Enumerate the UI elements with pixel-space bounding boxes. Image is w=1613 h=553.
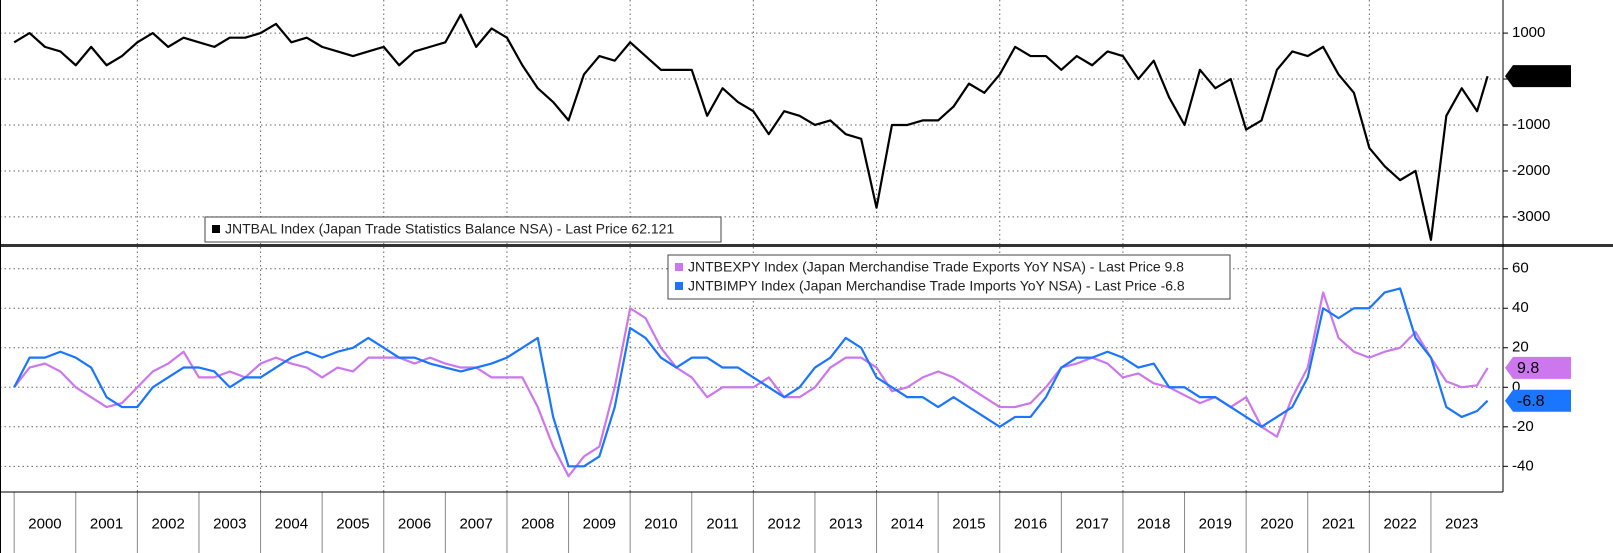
y-tick-label: -2000 (1512, 162, 1550, 179)
x-tick-label: 2003 (213, 515, 246, 532)
x-tick-label: 2002 (151, 515, 184, 532)
x-tick-label: 2000 (28, 515, 61, 532)
y-tick-label: 20 (1512, 339, 1529, 356)
x-tick-label: 2007 (459, 515, 492, 532)
price-tag (1505, 356, 1571, 379)
x-tick-label: 2013 (829, 515, 862, 532)
y-tick-label: -20 (1512, 418, 1534, 435)
y-tick-label: 40 (1512, 299, 1529, 316)
x-tick-label: 2021 (1322, 515, 1355, 532)
y-tick-label: 1000 (1512, 24, 1545, 41)
x-tick-label: 2014 (891, 515, 924, 532)
legend-swatch (675, 263, 683, 271)
data-line (13, 291, 1489, 478)
x-tick-label: 2017 (1075, 515, 1108, 532)
price-tag (1505, 389, 1571, 412)
x-tick-label: 2015 (952, 515, 985, 532)
legend-swatch (212, 225, 220, 233)
price-tag-label: 62.121 (1517, 68, 1566, 85)
x-tick-label: 2009 (583, 515, 616, 532)
y-tick-label: -40 (1512, 457, 1534, 474)
x-tick-label: 2018 (1137, 515, 1170, 532)
x-tick-label: 2010 (644, 515, 677, 532)
data-line (13, 13, 1489, 241)
legend-box (204, 216, 722, 243)
price-tag (1505, 65, 1571, 88)
x-tick-label: 2020 (1260, 515, 1293, 532)
x-tick-label: 2023 (1445, 515, 1478, 532)
legend-label: JNTBIMPY Index (Japan Merchandise Trade … (688, 278, 1185, 294)
x-tick-label: 2004 (275, 515, 308, 532)
x-tick-label: 2001 (90, 515, 123, 532)
legend-swatch (675, 282, 683, 290)
legend-box (667, 254, 1231, 300)
legend-label: JNTBEXPY Index (Japan Merchandise Trade … (688, 259, 1184, 275)
price-tag-label: -6.8 (1517, 393, 1545, 410)
price-tag-label: 9.8 (1517, 360, 1539, 377)
y-tick-label: 60 (1512, 260, 1529, 277)
x-tick-label: 2022 (1383, 515, 1416, 532)
x-tick-label: 2006 (398, 515, 431, 532)
legend: JNTBAL Index (Japan Trade Statistics Bal… (204, 216, 722, 243)
y-tick-label: -1000 (1512, 116, 1550, 133)
x-tick-label: 2016 (1014, 515, 1047, 532)
y-tick-label: -3000 (1512, 208, 1550, 225)
y-tick-label: 0 (1512, 378, 1520, 395)
legend-label: JNTBAL Index (Japan Trade Statistics Bal… (225, 221, 674, 237)
x-tick-label: 2012 (767, 515, 800, 532)
x-tick-label: 2005 (336, 515, 369, 532)
legend: JNTBEXPY Index (Japan Merchandise Trade … (667, 254, 1231, 300)
x-tick-label: 2008 (521, 515, 554, 532)
data-line (13, 287, 1489, 468)
x-tick-label: 2011 (706, 515, 738, 532)
x-tick-label: 2019 (1199, 515, 1232, 532)
